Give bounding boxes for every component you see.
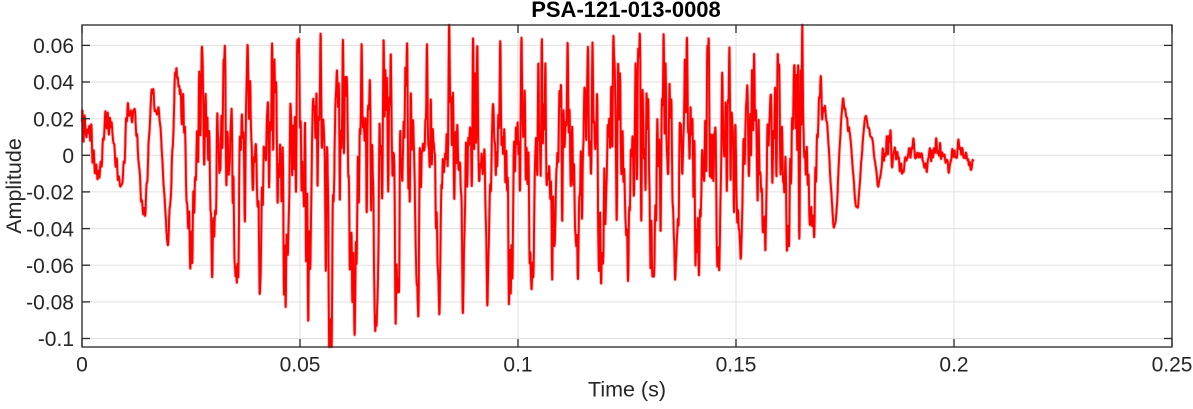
svg-text:Time (s): Time (s) bbox=[588, 378, 666, 402]
svg-text:-0.06: -0.06 bbox=[26, 255, 74, 278]
svg-text:-0.04: -0.04 bbox=[26, 218, 74, 241]
svg-text:0.05: 0.05 bbox=[280, 353, 321, 376]
svg-text:PSA-121-013-0008: PSA-121-013-0008 bbox=[531, 0, 721, 22]
svg-text:0.25: 0.25 bbox=[1152, 353, 1193, 376]
svg-text:0.02: 0.02 bbox=[33, 108, 74, 131]
svg-text:-0.08: -0.08 bbox=[26, 292, 74, 315]
svg-text:0.1: 0.1 bbox=[503, 353, 532, 376]
svg-text:0.2: 0.2 bbox=[939, 353, 968, 376]
svg-text:-0.1: -0.1 bbox=[38, 328, 74, 351]
svg-text:0.15: 0.15 bbox=[716, 353, 757, 376]
svg-text:0.06: 0.06 bbox=[33, 35, 74, 58]
svg-text:0: 0 bbox=[76, 353, 88, 376]
svg-text:0: 0 bbox=[62, 145, 74, 168]
svg-text:-0.02: -0.02 bbox=[26, 182, 74, 205]
svg-text:Amplitude: Amplitude bbox=[2, 138, 26, 234]
svg-text:0.04: 0.04 bbox=[33, 72, 74, 95]
